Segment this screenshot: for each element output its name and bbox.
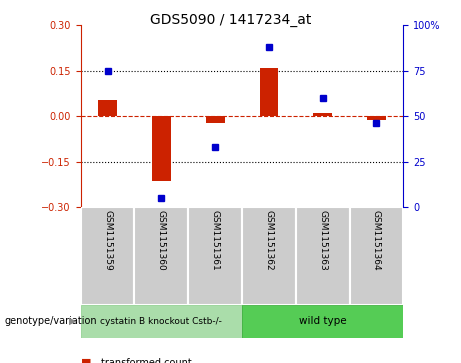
Bar xyxy=(260,68,278,116)
Bar xyxy=(135,207,188,305)
Bar xyxy=(152,116,171,181)
Text: wild type: wild type xyxy=(299,316,347,326)
Text: GSM1151359: GSM1151359 xyxy=(103,210,112,270)
Text: GSM1151361: GSM1151361 xyxy=(211,210,219,270)
Bar xyxy=(296,207,349,305)
Bar xyxy=(81,305,242,338)
Bar xyxy=(349,207,403,305)
Bar xyxy=(242,207,296,305)
Bar xyxy=(206,116,225,123)
Bar xyxy=(367,116,386,120)
Bar xyxy=(188,207,242,305)
Text: GSM1151362: GSM1151362 xyxy=(265,210,273,270)
Text: ■: ■ xyxy=(81,358,91,363)
Bar xyxy=(313,113,332,116)
Text: transformed count: transformed count xyxy=(101,358,192,363)
Bar xyxy=(98,99,117,116)
Text: GSM1151364: GSM1151364 xyxy=(372,210,381,270)
Bar xyxy=(81,207,135,305)
Text: GSM1151360: GSM1151360 xyxy=(157,210,166,270)
Text: GDS5090 / 1417234_at: GDS5090 / 1417234_at xyxy=(150,13,311,27)
Text: genotype/variation: genotype/variation xyxy=(5,316,97,326)
Text: GSM1151363: GSM1151363 xyxy=(318,210,327,270)
Text: cystatin B knockout Cstb-/-: cystatin B knockout Cstb-/- xyxy=(100,317,222,326)
Bar xyxy=(242,305,403,338)
Text: ▶: ▶ xyxy=(69,316,76,326)
